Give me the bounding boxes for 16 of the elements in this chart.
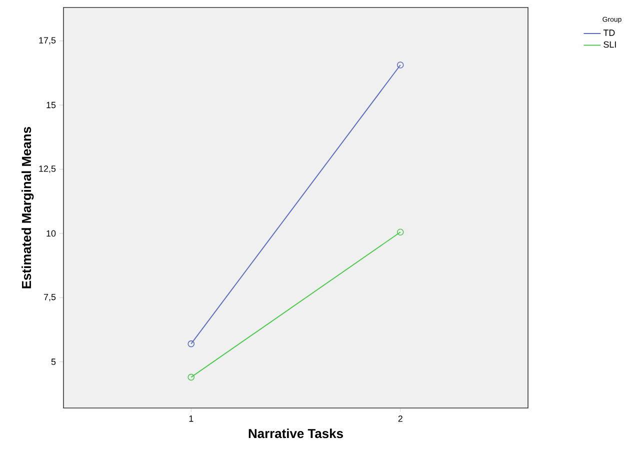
legend-label: TD — [603, 30, 615, 36]
point — [188, 340, 195, 348]
point — [396, 62, 404, 68]
y-axis-title: Estimated Marginal Means — [22, 126, 34, 288]
y-tick-label: 7,5 — [44, 294, 56, 302]
point — [396, 228, 404, 236]
y-tick-label: 17,5 — [39, 37, 56, 45]
point — [188, 374, 195, 381]
x-tick-label: 2 — [398, 416, 402, 422]
x-axis-title: Narrative Tasks — [248, 428, 343, 438]
legend-label: SLI — [604, 41, 616, 48]
y-tick-label: 10 — [46, 230, 56, 237]
x-tick-label: 1 — [189, 416, 194, 422]
y-tick-label: 12,5 — [39, 166, 56, 173]
y-tick-label: 5 — [51, 358, 56, 365]
y-tick-label: 15 — [46, 102, 56, 108]
